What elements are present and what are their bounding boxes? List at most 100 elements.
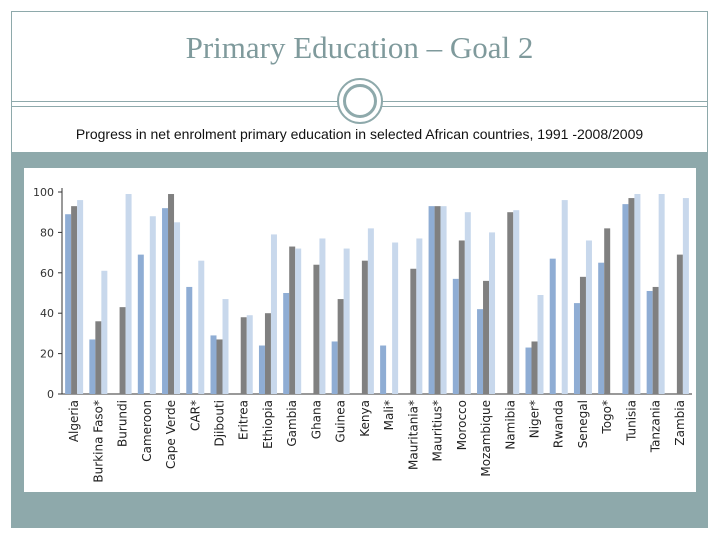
bar-1 xyxy=(477,309,484,394)
circle-ornament-inner xyxy=(343,84,377,118)
bar-2 xyxy=(410,268,417,394)
x-tick-label: Tanzania xyxy=(649,400,663,453)
bar-1 xyxy=(380,345,387,394)
x-tick-label: Mauritania* xyxy=(406,400,420,470)
bar-2 xyxy=(313,264,320,394)
bar-2 xyxy=(95,321,102,394)
x-tick-label: Burundi xyxy=(116,400,130,447)
bar-2 xyxy=(628,198,635,394)
bar-2 xyxy=(337,299,344,394)
chart-area: 0 20 40 60 80 100 Algeria Burkina Faso* Burundi C… xyxy=(24,168,696,492)
bar-3 xyxy=(658,194,665,394)
x-tick-label: Mali* xyxy=(382,400,396,430)
bar-1 xyxy=(549,258,556,394)
bar-3 xyxy=(537,295,544,394)
bar-3 xyxy=(246,315,253,394)
bar-3 xyxy=(222,299,229,394)
bar-3 xyxy=(174,222,181,394)
y-tick-label: 20 xyxy=(40,348,54,361)
bar-1 xyxy=(428,206,435,394)
bar-3 xyxy=(149,216,156,394)
bar-2 xyxy=(71,206,78,394)
bar-3 xyxy=(77,200,84,394)
bar-1 xyxy=(622,204,629,394)
bar-3 xyxy=(634,194,641,394)
bar-3 xyxy=(392,242,399,394)
x-tick-label: Kenya xyxy=(358,400,372,437)
bar-3 xyxy=(198,260,205,394)
bar-2 xyxy=(531,341,538,394)
y-tick-label: 0 xyxy=(47,388,54,401)
bar-3 xyxy=(682,198,689,394)
x-tick-label: Algeria xyxy=(67,400,81,442)
bar-3 xyxy=(101,270,108,394)
x-tick-label: Namibia xyxy=(503,400,517,450)
bar-2 xyxy=(289,246,296,394)
bar-3 xyxy=(416,238,423,394)
bar-3 xyxy=(319,238,326,394)
bar-2 xyxy=(434,206,441,394)
x-tick-label: Tunisia xyxy=(624,400,638,442)
y-tick-label: 80 xyxy=(40,226,54,239)
bar-1 xyxy=(210,335,217,394)
bar-3 xyxy=(464,212,471,394)
bar-2 xyxy=(483,280,490,394)
bar-1 xyxy=(646,290,653,394)
x-tick-label: Eritrea xyxy=(237,400,251,440)
x-tick-label: Morocco xyxy=(455,400,469,450)
bar-1 xyxy=(258,345,265,394)
bar-1 xyxy=(283,293,290,394)
x-tick-label: Cape Verde xyxy=(164,400,178,469)
x-tick-label: Ethiopia xyxy=(261,400,275,449)
bar-3 xyxy=(585,240,592,394)
bar-2 xyxy=(264,313,271,394)
bar-2 xyxy=(216,339,223,394)
footer-bar xyxy=(12,503,707,527)
x-tick-label: Togo* xyxy=(600,400,614,435)
bar-2 xyxy=(652,286,659,394)
slide-title: Primary Education – Goal 2 xyxy=(185,30,534,65)
bar-2 xyxy=(119,307,126,394)
bar-2 xyxy=(507,212,514,394)
bar-3 xyxy=(125,194,132,394)
bar-2 xyxy=(579,276,586,394)
bar-3 xyxy=(513,210,520,394)
bar-2 xyxy=(168,194,175,394)
bar-3 xyxy=(343,248,350,394)
bar-1 xyxy=(137,254,144,394)
bar-2 xyxy=(458,240,465,394)
bar-3 xyxy=(295,248,302,394)
bar-3 xyxy=(440,206,447,394)
bar-3 xyxy=(367,228,374,394)
bar-1 xyxy=(162,208,169,394)
x-tick-label: Zambia xyxy=(673,400,687,446)
x-tick-label: Rwanda xyxy=(552,400,566,448)
bar-1 xyxy=(186,286,193,394)
bar-2 xyxy=(240,317,247,394)
x-tick-label: CAR* xyxy=(188,400,202,431)
bar-1 xyxy=(331,341,338,394)
bar-1 xyxy=(598,262,605,394)
x-tick-label: Mozambique xyxy=(479,400,493,477)
bar-1 xyxy=(525,347,532,394)
bar-1 xyxy=(573,303,580,394)
bar-1 xyxy=(89,339,96,394)
circle-ornament-icon xyxy=(337,78,383,124)
bar-chart: 0 20 40 60 80 100 Algeria Burkina Faso* Burundi C… xyxy=(33,186,692,483)
x-tick-label: Gambia xyxy=(285,400,299,447)
y-tick-label: 100 xyxy=(33,186,54,199)
bar-3 xyxy=(489,232,496,394)
bar-1 xyxy=(65,214,72,394)
x-tick-label: Senegal xyxy=(576,400,590,448)
bar-1 xyxy=(452,278,459,394)
x-tick-label: Burkina Faso* xyxy=(91,400,105,483)
x-tick-label: Mauritius* xyxy=(431,400,445,461)
y-tick-label: 40 xyxy=(40,307,54,320)
bar-2 xyxy=(604,228,611,394)
bar-3 xyxy=(270,234,277,394)
bar-2 xyxy=(361,260,368,394)
x-tick-label: Djibouti xyxy=(213,400,227,447)
x-tick-label: Guinea xyxy=(334,400,348,443)
x-tick-label: Niger* xyxy=(528,400,542,438)
bar-3 xyxy=(561,200,568,394)
